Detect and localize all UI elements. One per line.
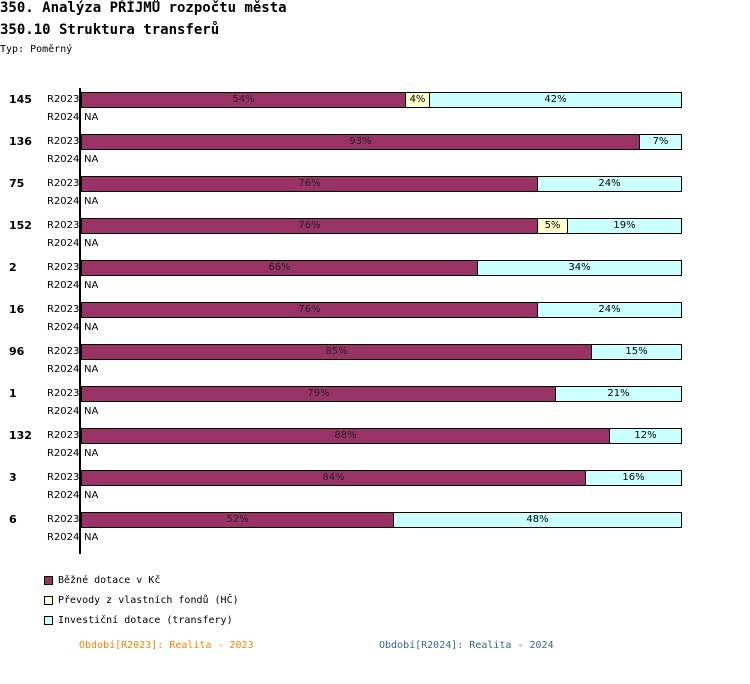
period-row-label: R2023 [47, 304, 80, 315]
na-label: NA [84, 406, 99, 417]
bar-segment-investicni: 21% [555, 386, 682, 402]
legend-item-investicni-dotace: Investiční dotace (transfery) [44, 615, 233, 626]
na-label: NA [84, 322, 99, 333]
period-label-r2023: Období[R2023]: Realita - 2023 [79, 640, 254, 651]
na-label: NA [84, 280, 99, 291]
na-label: NA [84, 364, 99, 375]
bar-segment-bezne: 66% [81, 260, 478, 276]
chart-subtitle: 350.10 Struktura transferů [0, 22, 220, 38]
period-row-label: R2023 [47, 472, 80, 483]
bar-segment-bezne: 76% [81, 218, 538, 234]
bar-segment-investicni: 34% [477, 260, 682, 276]
legend-swatch [44, 575, 53, 585]
legend-label: Investiční dotace (transfery) [58, 615, 233, 626]
na-label: NA [84, 238, 99, 249]
group-label: 2 [9, 261, 17, 274]
bar-segment-investicni: 24% [537, 302, 682, 318]
period-row-label: R2023 [47, 136, 80, 147]
chart-type-label: Typ: Poměrný [0, 44, 73, 55]
legend-label: Běžné dotace v Kč [58, 575, 161, 586]
group-label: 152 [9, 219, 32, 232]
bar-segment-investicni: 48% [393, 512, 682, 528]
period-row-label: R2023 [47, 262, 80, 273]
bar-segment-prevody: 4% [405, 92, 430, 108]
period-row-label: R2024 [47, 196, 80, 207]
bar-segment-investicni: 16% [585, 470, 682, 486]
na-label: NA [84, 448, 99, 459]
bar-segment-bezne: 52% [81, 512, 394, 528]
group-label: 75 [9, 177, 25, 190]
period-row-label: R2023 [47, 514, 80, 525]
bar-segment-investicni: 15% [591, 344, 682, 360]
bar-segment-investicni: 24% [537, 176, 682, 192]
na-label: NA [84, 112, 99, 123]
legend-swatch [44, 615, 53, 625]
group-label: 96 [9, 345, 25, 358]
period-label-r2024: Období[R2024]: Realita - 2024 [379, 640, 554, 651]
period-row-label: R2024 [47, 280, 80, 291]
group-label: 136 [9, 135, 32, 148]
group-label: 16 [9, 303, 25, 316]
na-label: NA [84, 490, 99, 501]
y-axis-line [79, 88, 81, 554]
period-row-label: R2023 [47, 94, 80, 105]
group-label: 145 [9, 93, 32, 106]
period-row-label: R2024 [47, 238, 80, 249]
bar-segment-investicni: 12% [609, 428, 682, 444]
legend-item-bezne-dotace: Běžné dotace v Kč [44, 575, 160, 586]
bar-segment-bezne: 93% [81, 134, 640, 150]
na-label: NA [84, 532, 99, 543]
legend-swatch [44, 595, 53, 605]
period-row-label: R2024 [47, 154, 80, 165]
legend-label: Převody z vlastních fondů (HČ) [58, 595, 239, 606]
page-title: 350. Analýza PŘÍJMŮ rozpočtu města [0, 0, 287, 16]
group-label: 3 [9, 471, 17, 484]
period-row-label: R2024 [47, 406, 80, 417]
bar-segment-investicni: 19% [567, 218, 682, 234]
period-row-label: R2023 [47, 220, 80, 231]
period-row-label: R2023 [47, 178, 80, 189]
period-row-label: R2024 [47, 532, 80, 543]
period-row-label: R2024 [47, 322, 80, 333]
bar-segment-bezne: 85% [81, 344, 592, 360]
na-label: NA [84, 154, 99, 165]
legend-item-prevody: Převody z vlastních fondů (HČ) [44, 595, 239, 606]
group-label: 132 [9, 429, 32, 442]
period-row-label: R2024 [47, 448, 80, 459]
bar-segment-investicni: 42% [429, 92, 682, 108]
period-row-label: R2023 [47, 346, 80, 357]
period-row-label: R2024 [47, 490, 80, 501]
bar-segment-prevody: 5% [537, 218, 568, 234]
period-row-label: R2023 [47, 388, 80, 399]
bar-segment-investicni: 7% [639, 134, 682, 150]
period-row-label: R2024 [47, 364, 80, 375]
period-row-label: R2023 [47, 430, 80, 441]
bar-segment-bezne: 84% [81, 470, 586, 486]
period-row-label: R2024 [47, 112, 80, 123]
bar-segment-bezne: 76% [81, 176, 538, 192]
bar-segment-bezne: 88% [81, 428, 610, 444]
bar-segment-bezne: 54% [81, 92, 406, 108]
na-label: NA [84, 196, 99, 207]
group-label: 1 [9, 387, 17, 400]
group-label: 6 [9, 513, 17, 526]
bar-segment-bezne: 79% [81, 386, 556, 402]
bar-segment-bezne: 76% [81, 302, 538, 318]
